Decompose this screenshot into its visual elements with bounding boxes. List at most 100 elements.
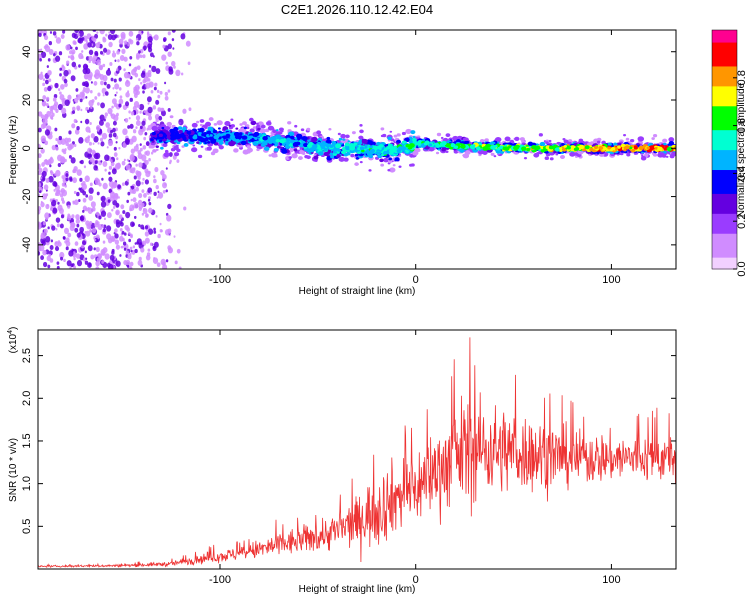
ridge-dot: [412, 150, 419, 156]
noise-dot: [52, 207, 58, 214]
ridge-dot: [494, 144, 498, 148]
noise-dot: [58, 135, 63, 141]
ridge-dot: [638, 145, 644, 151]
ridge-dot: [396, 142, 400, 145]
noise-dot: [87, 74, 93, 81]
noise-dot: [93, 54, 98, 61]
noise-dot: [68, 154, 72, 159]
noise-dot: [173, 65, 176, 69]
noise-dot: [88, 55, 93, 62]
noise-dot: [169, 159, 172, 163]
ridge-dot: [301, 136, 308, 142]
ridge-dot: [309, 148, 315, 153]
noise-dot: [46, 65, 49, 68]
colorbar-segment: [712, 201, 737, 206]
noise-dot: [64, 240, 67, 244]
noise-dot: [148, 201, 152, 206]
noise-dot: [157, 190, 160, 194]
ridge-dot: [197, 154, 203, 159]
noise-dot: [136, 241, 140, 245]
colorbar-segment: [712, 257, 737, 262]
noise-dot: [148, 64, 152, 68]
noise-dot: [45, 193, 49, 197]
noise-dot: [102, 93, 105, 97]
ridge-dot: [191, 148, 196, 152]
ridge-dot: [495, 148, 502, 154]
noise-dot: [91, 206, 96, 212]
ridge-dot: [242, 121, 247, 126]
noise-dot: [160, 110, 166, 117]
ridge-dot: [201, 133, 206, 137]
x-tick-label: 0: [413, 574, 419, 586]
noise-dot: [73, 257, 76, 261]
noise-dot: [88, 187, 94, 194]
noise-dot: [110, 113, 113, 117]
noise-dot: [162, 189, 166, 194]
ridge-dot: [238, 132, 243, 136]
noise-dot: [71, 214, 75, 219]
noise-dot: [45, 96, 50, 101]
ridge-dot: [663, 147, 668, 151]
noise-dot: [116, 50, 120, 55]
colorbar-segment: [712, 77, 737, 83]
ridge-dot: [249, 128, 255, 133]
ridge-dot: [156, 140, 160, 143]
noise-dot: [139, 147, 143, 152]
noise-dot: [75, 46, 78, 51]
noise-dot: [102, 63, 106, 68]
noise-dot: [117, 196, 120, 199]
noise-dot: [162, 44, 166, 49]
colorbar-segment: [712, 209, 737, 214]
noise-dot: [93, 81, 98, 86]
ridge-dot: [166, 132, 171, 136]
noise-dot: [110, 159, 113, 163]
noise-dot: [112, 206, 116, 209]
ridge-dot: [637, 136, 645, 142]
ridge-dot: [387, 143, 392, 147]
noise-dot: [138, 203, 143, 210]
noise-dot: [82, 197, 87, 203]
ridge-dot: [466, 146, 470, 149]
noise-dot: [93, 247, 96, 251]
ridge-dot: [161, 126, 165, 130]
colorbar-segment: [712, 65, 737, 71]
ridge-dot: [389, 148, 394, 151]
ridge-dot: [335, 143, 341, 149]
ridge-dot: [623, 148, 627, 152]
noise-dot: [93, 164, 98, 171]
noise-dot: [40, 232, 46, 239]
ridge-dot: [316, 154, 319, 157]
noise-dot: [72, 168, 77, 174]
ridge-dot: [345, 146, 351, 151]
noise-dot: [175, 69, 181, 77]
ridge-dot: [230, 118, 234, 121]
spectrogram-ylabel: Frequency (Hz): [8, 116, 19, 185]
ridge-dot: [562, 148, 567, 152]
ridge-dot: [378, 144, 384, 148]
noise-dot: [80, 182, 84, 186]
noise-dot: [114, 93, 117, 97]
noise-dot: [155, 68, 161, 75]
noise-dot: [40, 30, 44, 34]
noise-dot: [133, 145, 139, 152]
ridge-dot: [314, 159, 318, 162]
colorbar-segment: [712, 53, 737, 59]
noise-dot: [117, 65, 122, 71]
y-tick-label: 2.5: [21, 348, 33, 363]
noise-dot: [66, 60, 70, 65]
noise-dot: [145, 213, 149, 218]
ridge-dot: [668, 140, 675, 146]
ridge-dot: [199, 123, 203, 127]
noise-dot: [106, 49, 111, 55]
noise-dot: [95, 152, 101, 160]
noise-dot: [139, 54, 143, 59]
noise-dot: [42, 221, 46, 226]
colorbar-segment: [712, 221, 737, 226]
ridge-dot: [302, 152, 306, 155]
noise-dot: [129, 56, 133, 60]
ridge-dot: [200, 145, 204, 148]
ridge-dot: [279, 138, 285, 144]
noise-dot: [124, 224, 129, 231]
colorbar: 0.0 0.2 0.4 0.6 0.8: [712, 30, 748, 277]
noise-dot: [111, 105, 114, 109]
